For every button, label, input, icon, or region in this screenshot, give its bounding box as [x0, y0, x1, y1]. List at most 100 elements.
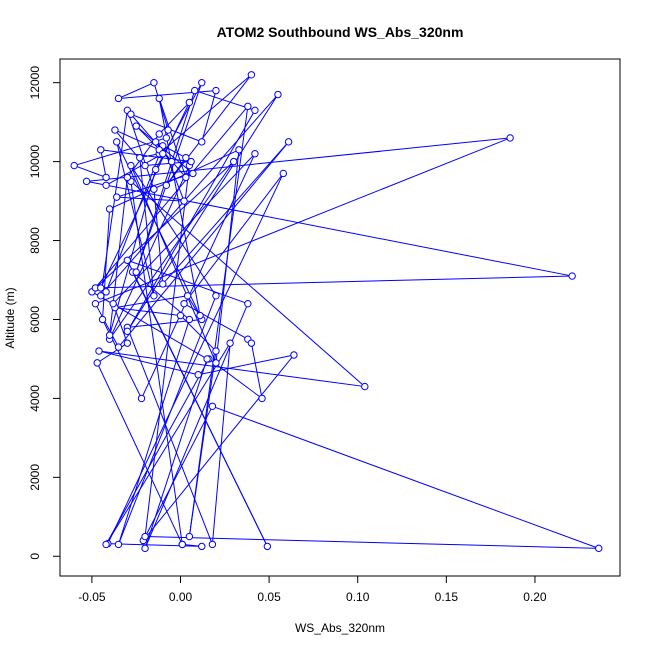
series-0-point-70 [151, 165, 160, 174]
x-tick-label: 0.20 [523, 590, 547, 604]
series-0-point-43 [95, 347, 103, 355]
x-tick-label: 0.00 [169, 590, 193, 604]
series-0-segment-101 [74, 165, 107, 178]
chart-title: ATOM2 Southbound WS_Abs_320nm [217, 24, 464, 40]
series-0-segment-97 [118, 82, 155, 99]
series-0-point-27 [185, 315, 194, 324]
series-0-point-84 [182, 153, 190, 162]
series-0-segment-18 [188, 106, 249, 537]
x-axis-label: WS_Abs_320nm [295, 621, 385, 635]
series-0-point-104 [187, 157, 195, 166]
series-0-point-85 [162, 181, 171, 189]
series-0-segment-57 [95, 303, 119, 348]
series-0-segment-25 [132, 271, 268, 547]
series-0-point-100 [162, 134, 171, 142]
y-tick-label: 2000 [28, 464, 42, 491]
y-tick-label: 8000 [28, 227, 42, 254]
series-0-segment-49 [144, 165, 190, 537]
series-0-point-67 [190, 86, 199, 95]
series-0-segment-92 [158, 98, 187, 178]
series-0-point-56 [506, 134, 514, 142]
series-0-point-96 [212, 86, 220, 95]
series-0-segment-4 [183, 303, 249, 340]
series-0-segment-100 [74, 137, 167, 167]
series-0-point-48 [595, 544, 603, 553]
series-0-point-60 [159, 280, 167, 288]
series-0-point-109 [102, 181, 110, 189]
y-tick-label: 0 [28, 553, 42, 560]
series-0-segment-67 [135, 90, 196, 273]
series-0-point-76 [102, 288, 110, 296]
series-0-segment-60 [153, 189, 164, 285]
series-0-segment-64 [126, 94, 279, 332]
series-0-point-52 [229, 157, 238, 166]
series-0-segment-65 [126, 110, 256, 332]
y-tick-label: 12000 [28, 66, 42, 100]
series-0-segment-55 [86, 137, 511, 182]
series-0-point-102 [102, 173, 110, 182]
series-0-segment-39 [96, 362, 183, 545]
series-0-segment-53 [95, 275, 573, 289]
series-0-point-38 [123, 339, 132, 347]
series-0-segment-46 [142, 406, 213, 541]
series-0-point-103 [97, 146, 105, 154]
series-0-point-63 [97, 292, 105, 300]
series-0-segment-48 [145, 536, 599, 549]
series-0-segment-51 [109, 161, 235, 340]
series-0-point-98 [150, 78, 158, 87]
y-tick-label: 4000 [28, 385, 42, 412]
series-0-point-11 [208, 540, 217, 549]
series-0-segment-86 [158, 74, 252, 155]
series-0-segment-35 [141, 153, 256, 399]
series-0-point-25 [263, 542, 272, 551]
series-0-segment-108 [105, 153, 164, 186]
y-tick-label: 10000 [28, 145, 42, 179]
series-0-segment-3 [183, 173, 284, 304]
series-0-segment-90 [116, 141, 201, 316]
series-0-point-91 [196, 311, 204, 320]
series-0-segment-40 [130, 181, 183, 545]
series-0-point-10 [226, 339, 234, 347]
series-0-point-3 [279, 169, 287, 178]
series-0-point-1 [198, 542, 206, 551]
series-0-point-75 [97, 284, 105, 292]
series-0-point-4 [180, 299, 188, 308]
series-0-point-54 [568, 272, 576, 280]
series-0-point-101 [70, 161, 78, 170]
x-tick-label: 0.15 [435, 590, 459, 604]
series-0-point-64 [274, 90, 282, 99]
series-0-segment-43 [98, 350, 199, 376]
series-0-point-21 [203, 355, 211, 363]
series-0-point-108 [159, 150, 167, 158]
series-0-segment-88 [139, 157, 155, 296]
series-0-point-18 [185, 532, 194, 541]
series-0-point-45 [290, 351, 298, 359]
series-0-segment-52 [95, 161, 235, 289]
series-0-point-24 [123, 256, 132, 264]
series-0-point-80 [189, 169, 197, 178]
series-0-point-72 [123, 173, 132, 182]
series-0-segment-103 [100, 149, 192, 163]
series-0-point-105 [141, 161, 149, 170]
series-0-point-93 [182, 173, 190, 182]
series-0-segment-2 [107, 173, 284, 544]
series-0-point-68 [132, 268, 140, 276]
series-0-point-14 [183, 292, 192, 300]
series-0-segment-68 [135, 82, 203, 273]
series-0-point-95 [198, 138, 206, 146]
series-0-segment-28 [118, 295, 217, 545]
series-0-segment-31 [215, 149, 240, 363]
series-0-segment-62 [100, 110, 128, 296]
series-0-segment-44 [198, 354, 295, 376]
series-0-segment-8 [105, 358, 210, 545]
series-0-segment-59 [162, 141, 289, 285]
series-0-segment-56 [95, 137, 511, 305]
series-0-segment-11 [126, 327, 213, 545]
series-0-point-36 [251, 150, 259, 158]
series-0-segment-27 [118, 319, 190, 545]
series-0-point-31 [212, 359, 220, 367]
series-0-point-89 [150, 292, 158, 300]
series-0-point-81 [132, 122, 140, 130]
series-0-point-44 [194, 371, 202, 379]
